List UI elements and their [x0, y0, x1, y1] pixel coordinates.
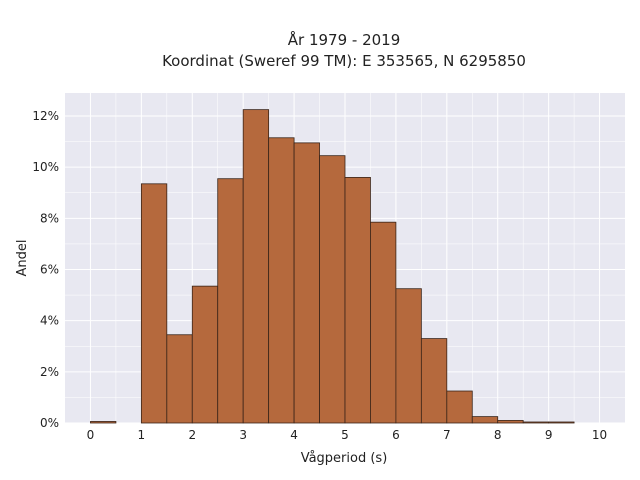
- x-tick-label: 4: [290, 428, 298, 442]
- histogram-bar: [522, 421, 550, 424]
- histogram-bar: [344, 177, 371, 424]
- histogram-bar: [140, 183, 168, 424]
- x-tick-label: 3: [239, 428, 247, 442]
- x-tick-label: 7: [443, 428, 451, 442]
- x-tick-label: 1: [138, 428, 146, 442]
- histogram-bar: [242, 109, 270, 424]
- histogram-bar: [293, 142, 320, 424]
- y-tick-label: 8%: [40, 211, 59, 225]
- x-tick-label: 10: [592, 428, 607, 442]
- histogram-bar: [420, 338, 448, 424]
- chart-title-line1: År 1979 - 2019: [288, 30, 401, 49]
- y-tick-label: 10%: [32, 160, 59, 174]
- histogram-bar: [497, 420, 524, 424]
- y-tick-label: 0%: [40, 416, 59, 430]
- x-tick-label: 6: [392, 428, 400, 442]
- histogram-bar: [217, 178, 244, 424]
- histogram-bar: [548, 421, 575, 424]
- y-tick-label: 6%: [40, 263, 59, 277]
- x-axis-label: Vågperiod (s): [301, 451, 388, 466]
- y-axis-label: Andel: [15, 240, 30, 277]
- histogram-bar: [191, 285, 219, 424]
- y-tick-label: 2%: [40, 365, 59, 379]
- x-tick-label: 2: [188, 428, 196, 442]
- x-tick-label: 0: [87, 428, 95, 442]
- histogram-bar: [90, 421, 117, 424]
- y-tick-label: 4%: [40, 314, 59, 328]
- histogram-bar: [319, 155, 346, 424]
- x-tick-label: 9: [545, 428, 553, 442]
- histogram-bar: [395, 288, 422, 424]
- x-tick-label: 8: [494, 428, 502, 442]
- x-ticks: 0 1 2 3 4 5 6 7 8 9 10: [87, 428, 608, 442]
- x-tick-label: 5: [341, 428, 349, 442]
- histogram-bar: [446, 390, 473, 424]
- histogram-bar: [166, 334, 193, 424]
- bars-layer: [90, 109, 575, 424]
- histogram-bar: [471, 416, 499, 424]
- y-tick-label: 12%: [32, 109, 59, 123]
- histogram-bar: [268, 137, 295, 424]
- histogram-bar: [370, 221, 397, 424]
- y-ticks: 0% 2% 4% 6% 8% 10% 12%: [32, 109, 59, 430]
- chart-title-line2: Koordinat (Sweref 99 TM): E 353565, N 62…: [162, 52, 526, 70]
